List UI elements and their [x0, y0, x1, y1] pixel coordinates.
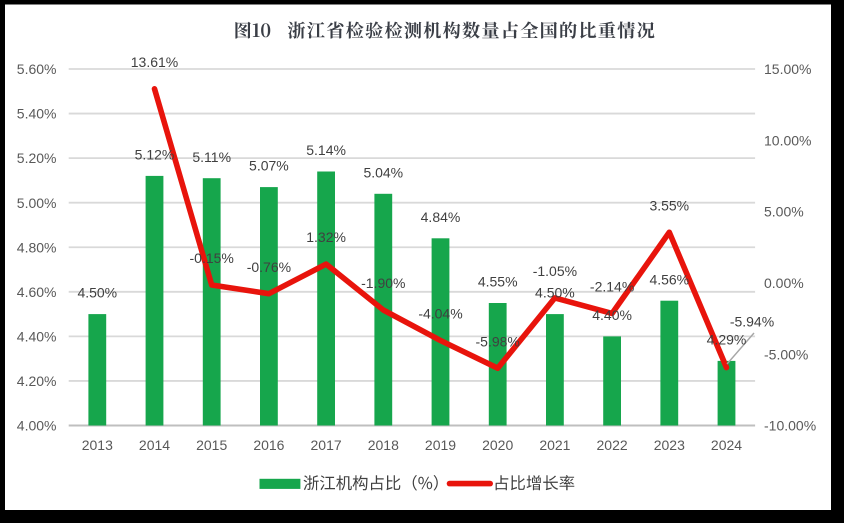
svg-text:-1.90%: -1.90%	[361, 275, 405, 291]
svg-text:-4.04%: -4.04%	[418, 306, 462, 322]
svg-text:4.50%: 4.50%	[535, 285, 575, 301]
svg-text:5.14%: 5.14%	[306, 142, 346, 158]
svg-text:3.55%: 3.55%	[649, 197, 689, 213]
svg-text:4.84%: 4.84%	[421, 209, 461, 225]
svg-text:2020: 2020	[482, 437, 513, 453]
svg-text:4.40%: 4.40%	[592, 307, 632, 323]
svg-text:5.20%: 5.20%	[17, 150, 57, 166]
svg-text:5.00%: 5.00%	[764, 204, 804, 220]
svg-text:2022: 2022	[597, 437, 628, 453]
svg-text:2019: 2019	[425, 437, 456, 453]
svg-text:2013: 2013	[82, 437, 113, 453]
svg-text:2015: 2015	[196, 437, 227, 453]
svg-text:2018: 2018	[368, 437, 399, 453]
svg-text:2023: 2023	[654, 437, 685, 453]
svg-text:-2.14%: -2.14%	[590, 279, 634, 295]
svg-text:5.07%: 5.07%	[249, 158, 289, 174]
svg-text:-5.00%: -5.00%	[764, 346, 808, 362]
svg-text:-0.76%: -0.76%	[247, 259, 291, 275]
svg-text:4.40%: 4.40%	[17, 329, 57, 345]
svg-text:0.00%: 0.00%	[764, 275, 804, 291]
svg-text:4.29%: 4.29%	[707, 332, 747, 348]
svg-text:5.12%: 5.12%	[135, 147, 175, 163]
svg-text:5.60%: 5.60%	[17, 61, 57, 77]
svg-text:4.60%: 4.60%	[17, 284, 57, 300]
svg-text:5.04%: 5.04%	[363, 164, 403, 180]
svg-text:-0.15%: -0.15%	[190, 250, 234, 266]
svg-text:4.56%: 4.56%	[649, 271, 689, 287]
svg-text:10.00%: 10.00%	[764, 132, 811, 148]
svg-text:-10.00%: -10.00%	[764, 418, 816, 434]
svg-text:2024: 2024	[711, 437, 742, 453]
svg-text:4.50%: 4.50%	[77, 285, 117, 301]
svg-text:1.32%: 1.32%	[306, 229, 346, 245]
svg-text:-5.94%: -5.94%	[730, 314, 774, 330]
svg-text:2017: 2017	[311, 437, 342, 453]
svg-text:2016: 2016	[253, 437, 284, 453]
svg-text:5.11%: 5.11%	[192, 149, 231, 165]
svg-text:13.61%: 13.61%	[131, 54, 178, 70]
svg-text:-5.98%: -5.98%	[476, 333, 520, 349]
svg-text:4.00%: 4.00%	[17, 418, 57, 434]
svg-text:5.00%: 5.00%	[17, 195, 57, 211]
svg-text:-1.05%: -1.05%	[533, 263, 577, 279]
svg-text:5.40%: 5.40%	[17, 106, 57, 122]
svg-text:2014: 2014	[139, 437, 170, 453]
svg-text:4.55%: 4.55%	[478, 274, 518, 290]
svg-text:2021: 2021	[539, 437, 570, 453]
svg-text:4.80%: 4.80%	[17, 239, 57, 255]
svg-text:15.00%: 15.00%	[764, 61, 811, 77]
svg-text:4.20%: 4.20%	[17, 373, 57, 389]
